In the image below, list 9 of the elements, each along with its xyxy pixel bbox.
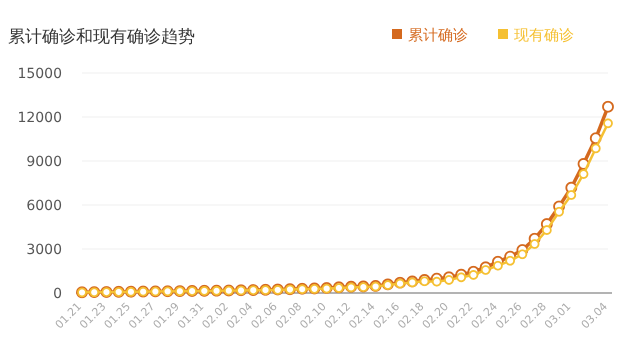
y-tick-label: 0 [53, 286, 62, 302]
y-tick-label: 9000 [26, 154, 62, 170]
chart-title: 累计确诊和现有确诊趋势 [8, 27, 195, 47]
y-tick-label: 12000 [17, 110, 62, 126]
y-tick-label: 3000 [26, 242, 62, 258]
legend-label: 累计确诊 [408, 26, 468, 44]
y-tick-label: 6000 [26, 198, 62, 214]
legend-label: 现有确诊 [514, 26, 574, 44]
y-tick-label: 15000 [17, 66, 62, 82]
